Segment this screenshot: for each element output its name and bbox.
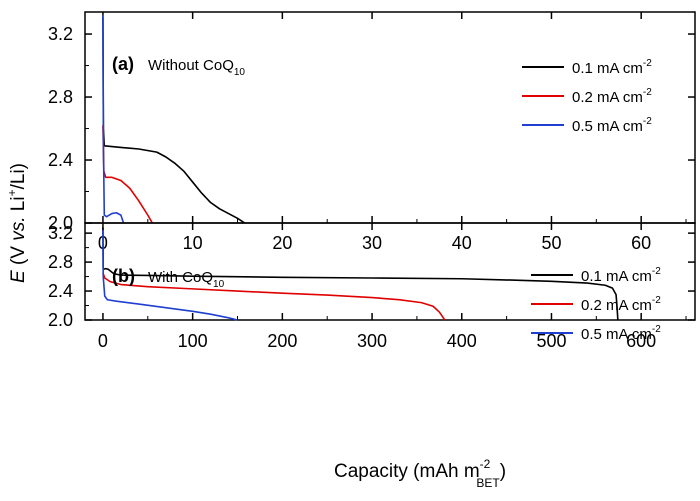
- panel-a-title: Without CoQ10: [148, 57, 245, 78]
- panel-a-x-tick-label-5: 50: [541, 233, 561, 253]
- panel-b-x-tick-label-6: 600: [626, 331, 656, 351]
- panel-a-title-sub: 10: [234, 67, 246, 78]
- panel-a-y-tick-label-0: 2.0: [48, 213, 73, 233]
- y-axis-title-end: /Li): [8, 163, 29, 189]
- panel-a-series: [102, 15, 246, 224]
- panel-b-x-tick-label-3: 300: [357, 331, 387, 351]
- panel-a-series-line-1: [102, 18, 246, 224]
- panel-b-frame: [84, 222, 696, 321]
- panel-b-title-main: With CoQ: [148, 269, 213, 286]
- panel-a-y-tick-label-2: 2.8: [48, 87, 73, 107]
- panel-b-y-tick-label-1: 2.4: [48, 281, 73, 301]
- panel-a-series-line-2: [102, 125, 153, 224]
- y-axis-title-li: Li: [8, 196, 29, 216]
- legend-a-label-3-main: 0.5 mA cm: [572, 118, 643, 135]
- legend-a-label-2-main: 0.2 mA cm: [572, 89, 643, 106]
- panel-b-x-tick-label-0: 0: [98, 331, 108, 351]
- panel-a-id: (a): [112, 54, 134, 74]
- panel-b-legend: 0.1 mA cm-2 0.2 mA cm-2 0.5 mA cm-2: [531, 266, 661, 343]
- panel-b-title-sub: 10: [213, 279, 225, 290]
- panel-a-x-tick-label-3: 30: [362, 233, 382, 253]
- legend-b-label-2-main: 0.2 mA cm: [581, 297, 652, 314]
- x-axis-title: Capacity (mAh m-2 BET): [334, 457, 506, 490]
- panel-b-id: (b): [112, 266, 135, 286]
- x-axis-title-sup: -2: [480, 457, 491, 471]
- legend-a-label-2: 0.2 mA cm-2: [572, 87, 652, 106]
- panel-a-x-tick-label-1: 10: [183, 233, 203, 253]
- legend-b-label-3: 0.5 mA cm-2: [581, 324, 661, 343]
- legend-a-label-1-main: 0.1 mA cm: [572, 60, 643, 77]
- panel-b-x-tick-label-2: 200: [267, 331, 297, 351]
- panel-b-series-line-1: [102, 227, 619, 321]
- panel-b-y-tick-label-3: 3.2: [48, 223, 73, 243]
- legend-a-label-3: 0.5 mA cm-2: [572, 116, 652, 135]
- panel-a-series-line-3: [102, 15, 125, 224]
- panel-b-x-ticks: 0 100 200 300 400 500 600: [98, 223, 687, 351]
- legend-a-label-1-exp: -2: [643, 58, 652, 69]
- y-axis-title-plus: +: [5, 189, 19, 196]
- y-axis-title: E (V vs. Li+/Li): [5, 163, 29, 283]
- panel-b-x-tick-label-1: 100: [178, 331, 208, 351]
- panel-b-y-tick-label-0: 2.0: [48, 310, 73, 330]
- legend-a-label-1: 0.1 mA cm-2: [572, 58, 652, 77]
- panel-b-title: With CoQ10: [148, 269, 225, 290]
- panel-a-legend: 0.1 mA cm-2 0.2 mA cm-2 0.5 mA cm-2: [522, 58, 652, 135]
- y-axis-title-vs: vs.: [8, 216, 29, 240]
- panel-b-y-ticks: 2.0 2.4 2.8 3.2: [48, 223, 695, 330]
- x-axis-title-close: ): [500, 461, 506, 482]
- x-axis-title-sub: BET: [476, 476, 500, 490]
- legend-b-label-2-exp: -2: [652, 295, 661, 306]
- panel-b-series: [102, 227, 619, 321]
- panel-a-title-main: Without CoQ: [148, 57, 234, 74]
- legend-b-label-1: 0.1 mA cm-2: [581, 266, 661, 285]
- legend-a-label-3-exp: -2: [643, 116, 652, 127]
- panel-a-y-tick-label-3: 3.2: [48, 24, 73, 44]
- legend-b-label-1-exp: -2: [652, 266, 661, 277]
- panel-a-x-tick-label-4: 40: [452, 233, 472, 253]
- legend-b-label-1-main: 0.1 mA cm: [581, 268, 652, 285]
- panel-b-x-tick-label-4: 400: [447, 331, 477, 351]
- panel-a-y-tick-label-1: 2.4: [48, 150, 73, 170]
- x-axis-title-main: Capacity (mAh m: [334, 461, 480, 482]
- panel-a-x-tick-label-6: 60: [631, 233, 651, 253]
- panel-b-series-line-2: [102, 272, 446, 321]
- panel-a-x-tick-label-2: 20: [272, 233, 292, 253]
- y-axis-title-e: E: [8, 270, 29, 283]
- panel-b: 2.0 2.4 2.8 3.2 0 100 200 300 400 500 600 (b) Wit…: [48, 222, 696, 351]
- panel-b-y-tick-label-2: 2.8: [48, 252, 73, 272]
- panel-b-series-line-3: [102, 230, 238, 321]
- panel-a-y-ticks: 2.0 2.4 2.8 3.2: [48, 24, 695, 233]
- panel-a: 2.02.42.83.2 0 10 20 30 40 50 60 (a) Without C…: [48, 11, 696, 253]
- y-axis-title-open: (V: [8, 241, 29, 271]
- panel-b-x-tick-label-5: 500: [536, 331, 566, 351]
- legend-b-label-3-main: 0.5 mA cm: [581, 326, 652, 343]
- legend-b-label-2: 0.2 mA cm-2: [581, 295, 661, 314]
- legend-a-label-2-exp: -2: [643, 87, 652, 98]
- legend-b-label-3-exp: -2: [652, 324, 661, 335]
